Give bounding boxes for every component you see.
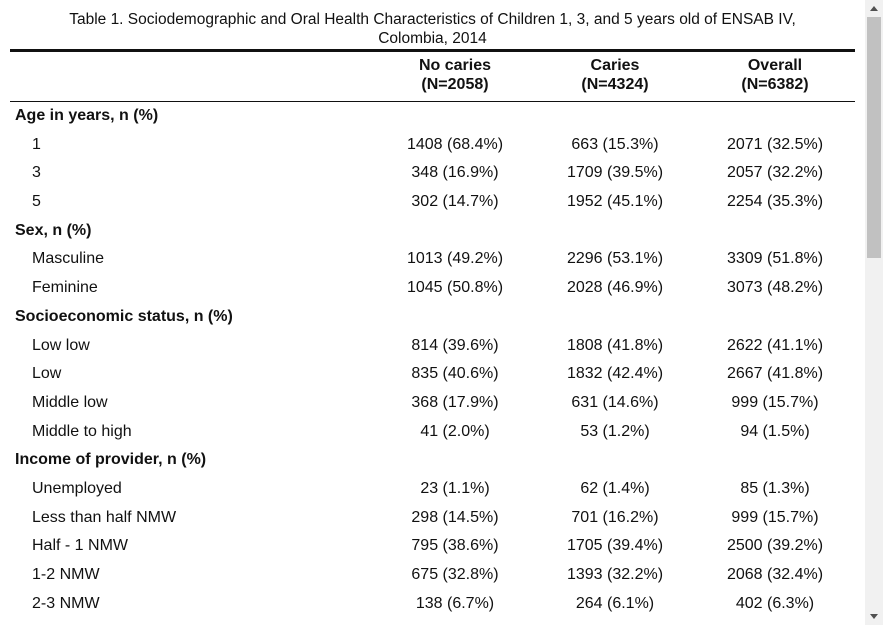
overall-value: 85 (1.3%)	[740, 479, 810, 497]
caries-value: 663 (15.3%)	[571, 135, 659, 153]
overall-value: 3073 (48.2%)	[726, 279, 824, 297]
overall-value: 94 (1.5%)	[740, 422, 810, 440]
no-caries-value: 835 (40.6%)	[411, 365, 499, 383]
row-label: 2-3 NMW	[32, 594, 100, 612]
overall-value: 2500 (39.2%)	[726, 537, 824, 555]
overall-value: 2068 (32.4%)	[726, 566, 824, 583]
overall-value: 3309 (51.8%)	[726, 250, 824, 268]
scroll-down-arrow-icon[interactable]	[865, 608, 883, 625]
row-label: 5	[32, 193, 41, 211]
no-caries-value: 348 (16.9%)	[411, 164, 499, 182]
table-section-row: Age in years, n (%)	[10, 102, 855, 131]
no-caries-value: 368 (17.9%)	[411, 393, 499, 411]
no-caries-value: 23 (1.1%)	[420, 479, 490, 497]
caries-value: 631 (14.6%)	[571, 393, 659, 411]
table-row: Feminine 1045 (50.8%) 2028 (46.9%) 3073 (48…	[10, 274, 855, 303]
row-label: Feminine	[32, 279, 98, 297]
row-label: Low	[32, 365, 62, 383]
no-caries-value: 675 (32.8%)	[411, 566, 499, 583]
caries-value: 53 (1.2%)	[580, 422, 650, 440]
no-caries-value: 1045 (50.8%)	[406, 279, 504, 297]
table-row: Half - 1 NMW 795 (38.6%) 1705 (39.4%) 2500 …	[10, 532, 855, 561]
caption-line-2: Colombia, 2014	[378, 30, 487, 47]
section-label: Sex, n (%)	[15, 221, 92, 239]
table-row: Middle to high 41 (2.0%) 53 (1.2%) 94 (1.5%…	[10, 418, 855, 447]
row-label: 1-2 NMW	[32, 566, 100, 583]
caption-line-1: Table 1. Sociodemographic and Oral Healt…	[69, 11, 796, 28]
table-top-rule	[10, 49, 855, 52]
caries-value: 1705 (39.4%)	[566, 537, 664, 555]
section-label: Income of provider, n (%)	[15, 451, 207, 469]
caries-value: 1393 (32.2%)	[566, 566, 664, 583]
column-header-n: (N=4324)	[581, 76, 649, 93]
row-label: Masculine	[32, 250, 105, 268]
table-row: 1-2 NMW 675 (32.8%) 1393 (32.2%) 2068 (32.4…	[10, 561, 855, 590]
caries-value: 701 (16.2%)	[571, 508, 659, 526]
scroll-up-arrow-icon[interactable]	[865, 0, 883, 17]
caries-value: 1808 (41.8%)	[566, 336, 664, 354]
caries-value: 1832 (42.4%)	[566, 365, 664, 383]
no-caries-value: 138 (6.7%)	[415, 594, 495, 612]
overall-value: 2254 (35.3%)	[726, 193, 824, 211]
caries-value: 264 (6.1%)	[575, 594, 655, 612]
table-section-row: Income of provider, n (%)	[10, 446, 855, 475]
caries-value: 1709 (39.5%)	[566, 164, 664, 182]
scrollbar-thumb[interactable]	[867, 17, 881, 258]
column-header-n: (N=2058)	[421, 76, 489, 93]
no-caries-value: 41 (2.0%)	[420, 422, 490, 440]
overall-value: 999 (15.7%)	[731, 393, 819, 411]
table-section-row: Sex, n (%)	[10, 217, 855, 246]
no-caries-value: 795 (38.6%)	[411, 537, 499, 555]
section-label: Socioeconomic status, n (%)	[15, 307, 233, 325]
table-row: Middle low 368 (17.9%) 631 (14.6%) 999 (15.…	[10, 389, 855, 418]
no-caries-value: 1408 (68.4%)	[406, 135, 504, 153]
column-header-no-caries: No caries (N=2058)	[380, 56, 530, 94]
no-caries-value: 298 (14.5%)	[411, 508, 499, 526]
overall-value: 2667 (41.8%)	[726, 365, 824, 383]
overall-value: 2622 (41.1%)	[726, 336, 824, 354]
table-body: Age in years, n (%) 1 1408 (68.4%) 663 (15.…	[10, 102, 855, 618]
table-header-rule	[10, 101, 855, 102]
vertical-scrollbar[interactable]	[865, 0, 883, 625]
section-label: Age in years, n (%)	[15, 107, 159, 124]
row-label: Less than half NMW	[32, 508, 177, 526]
column-header-n: (N=6382)	[741, 76, 809, 93]
overall-value: 2071 (32.5%)	[726, 135, 824, 153]
table-row: Low 835 (40.6%) 1832 (42.4%) 2667 (41.8%)	[10, 360, 855, 389]
table-row: Masculine 1013 (49.2%) 2296 (53.1%) 3309 (5…	[10, 245, 855, 274]
row-label: Unemployed	[32, 479, 122, 497]
no-caries-value: 1013 (49.2%)	[406, 250, 504, 268]
caries-value: 1952 (45.1%)	[566, 193, 664, 211]
table-section-row: Socioeconomic status, n (%)	[10, 303, 855, 332]
table-row: 5 302 (14.7%) 1952 (45.1%) 2254 (35.3%)	[10, 188, 855, 217]
row-label: 1	[32, 135, 41, 153]
overall-value: 2057 (32.2%)	[726, 164, 824, 182]
overall-value: 402 (6.3%)	[735, 594, 815, 612]
caries-value: 2028 (46.9%)	[566, 279, 664, 297]
column-header-name: Caries	[590, 57, 640, 74]
caries-value: 2296 (53.1%)	[566, 250, 664, 268]
table-row: 1 1408 (68.4%) 663 (15.3%) 2071 (32.5%)	[10, 131, 855, 160]
table-row: 3 348 (16.9%) 1709 (39.5%) 2057 (32.2%)	[10, 159, 855, 188]
table-row: 2-3 NMW 138 (6.7%) 264 (6.1%) 402 (6.3%)	[10, 590, 855, 619]
row-label: 3	[32, 164, 41, 182]
no-caries-value: 814 (39.6%)	[411, 336, 499, 354]
table-row: Unemployed 23 (1.1%) 62 (1.4%) 85 (1.3%)	[10, 475, 855, 504]
row-label: Half - 1 NMW	[32, 537, 128, 555]
table-caption: Table 1. Sociodemographic and Oral Healt…	[10, 10, 855, 48]
column-header-caries: Caries (N=4324)	[540, 56, 690, 94]
column-header-name: No caries	[418, 57, 492, 74]
document-viewport: Table 1. Sociodemographic and Oral Healt…	[10, 10, 855, 618]
column-header-overall: Overall (N=6382)	[700, 56, 850, 94]
row-label: Low low	[32, 336, 90, 354]
row-label: Middle low	[32, 393, 108, 411]
column-header-name: Overall	[747, 57, 803, 74]
overall-value: 999 (15.7%)	[731, 508, 819, 526]
row-label: Middle to high	[32, 422, 132, 440]
caries-value: 62 (1.4%)	[580, 479, 650, 497]
table-row: Less than half NMW 298 (14.5%) 701 (16.2%)…	[10, 504, 855, 533]
no-caries-value: 302 (14.7%)	[411, 193, 499, 211]
table-row: Low low 814 (39.6%) 1808 (41.8%) 2622 (41.1…	[10, 332, 855, 361]
